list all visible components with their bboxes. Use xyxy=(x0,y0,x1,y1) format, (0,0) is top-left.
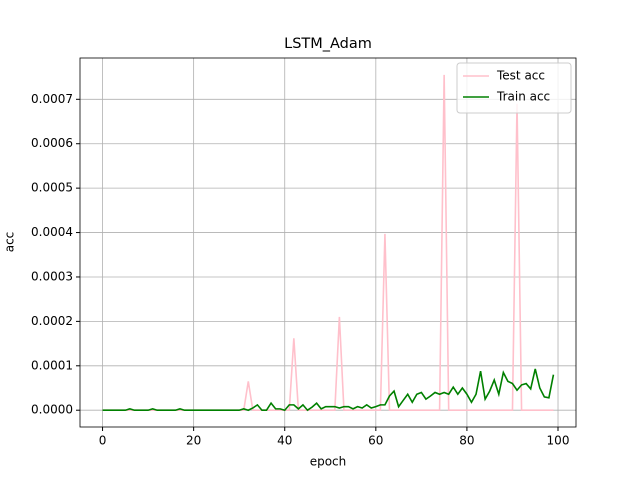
y-axis-label: acc xyxy=(3,232,17,253)
x-axis-label: epoch xyxy=(310,455,347,469)
x-tick-label: 20 xyxy=(186,434,201,448)
y-tick-label: 0.0003 xyxy=(31,269,73,283)
y-tick-label: 0.0005 xyxy=(31,181,73,195)
y-tick-label: 0.0000 xyxy=(31,403,73,417)
x-tick-label: 40 xyxy=(277,434,292,448)
chart-title: LSTM_Adam xyxy=(284,36,372,52)
y-tick-label: 0.0001 xyxy=(31,358,73,372)
legend-label: Train acc xyxy=(496,90,550,104)
y-tick-label: 0.0006 xyxy=(31,136,73,150)
x-tick-label: 100 xyxy=(547,434,570,448)
x-tick-label: 80 xyxy=(459,434,474,448)
line-series xyxy=(102,368,555,412)
x-tick-label: 0 xyxy=(99,434,107,448)
legend-label: Test acc xyxy=(496,69,545,83)
y-tick-label: 0.0002 xyxy=(31,314,73,328)
axes-frame xyxy=(79,57,577,428)
y-tick-label: 0.0007 xyxy=(31,92,73,106)
x-tick-label: 60 xyxy=(368,434,383,448)
y-tick-label: 0.0004 xyxy=(31,225,73,239)
